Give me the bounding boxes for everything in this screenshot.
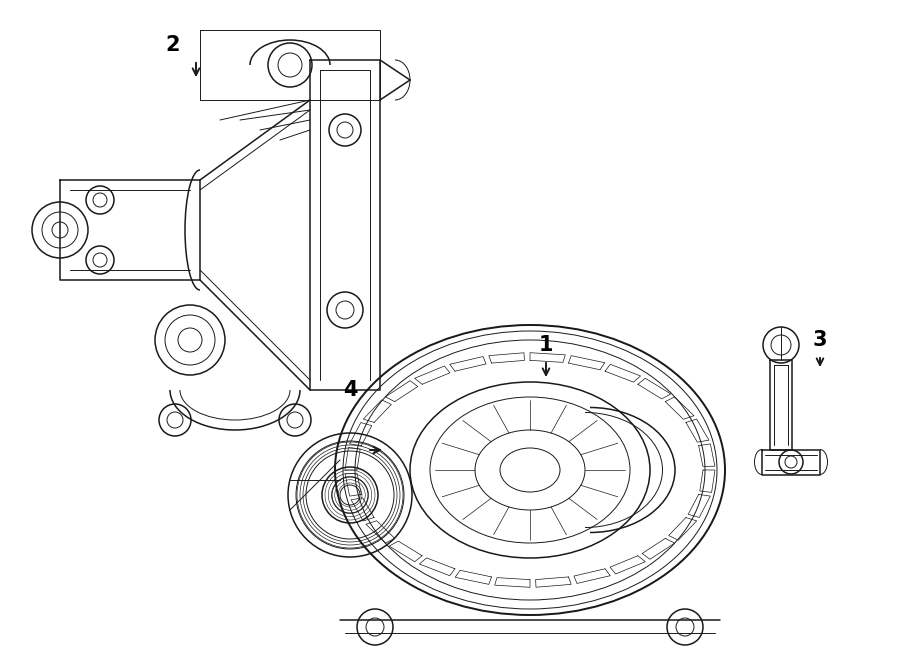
Text: 3: 3 <box>813 330 827 350</box>
Text: 1: 1 <box>539 335 554 355</box>
Text: 2: 2 <box>166 35 180 55</box>
Text: 4: 4 <box>343 380 357 400</box>
